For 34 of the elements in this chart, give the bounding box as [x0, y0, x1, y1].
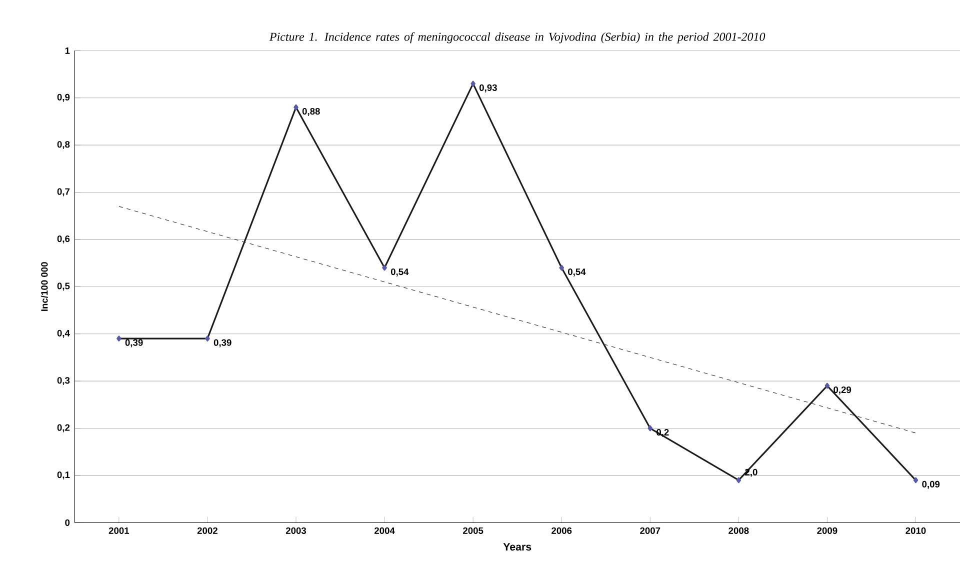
- data-label: 0,29: [834, 386, 852, 394]
- x-tick-label: 2002: [197, 527, 218, 534]
- x-tick-label: 2010: [906, 527, 926, 534]
- x-tick-label: 2001: [108, 527, 130, 534]
- y-tick-label: 0: [65, 519, 70, 526]
- x-tick-label: 2004: [374, 527, 395, 534]
- y-tick-label: 0,9: [57, 94, 70, 102]
- x-tick-label: 2007: [640, 527, 660, 534]
- data-label: 0,54: [568, 268, 586, 276]
- y-axis-title: Inc/100 000: [40, 262, 48, 311]
- data-label: 0,88: [302, 108, 320, 116]
- x-tick-label: 2006: [552, 527, 572, 534]
- data-label: 0,2: [656, 428, 669, 437]
- data-label: 0,39: [125, 339, 143, 348]
- x-tick-label: 2008: [728, 527, 749, 534]
- y-tick-label: 0,6: [57, 235, 70, 244]
- y-tick-label: 0,7: [57, 188, 70, 196]
- data-label: 0,09: [922, 480, 940, 489]
- y-tick-label: 0,5: [57, 282, 70, 291]
- x-axis-title: Years: [503, 543, 532, 551]
- data-label: 0,39: [214, 339, 232, 348]
- y-tick-label: 0,3: [57, 377, 70, 386]
- y-tick-label: 0,8: [57, 141, 70, 150]
- chart-title: Picture 1. Incidence rates of meningococcal disease in Vojvodina (Serbia) in the period 2001-2010: [269, 32, 766, 44]
- x-tick-label: 2005: [463, 527, 484, 534]
- y-tick-label: 0,4: [57, 330, 70, 338]
- y-tick-label: 0,1: [57, 471, 70, 480]
- data-label: 0,93: [479, 84, 497, 92]
- annotation: 2,0: [745, 468, 758, 477]
- y-tick-label: 0,2: [57, 424, 70, 432]
- x-tick-label: 2003: [286, 527, 306, 534]
- data-label: 0,54: [390, 268, 409, 276]
- x-tick-label: 2009: [817, 527, 838, 534]
- y-tick-label: 1: [65, 47, 70, 54]
